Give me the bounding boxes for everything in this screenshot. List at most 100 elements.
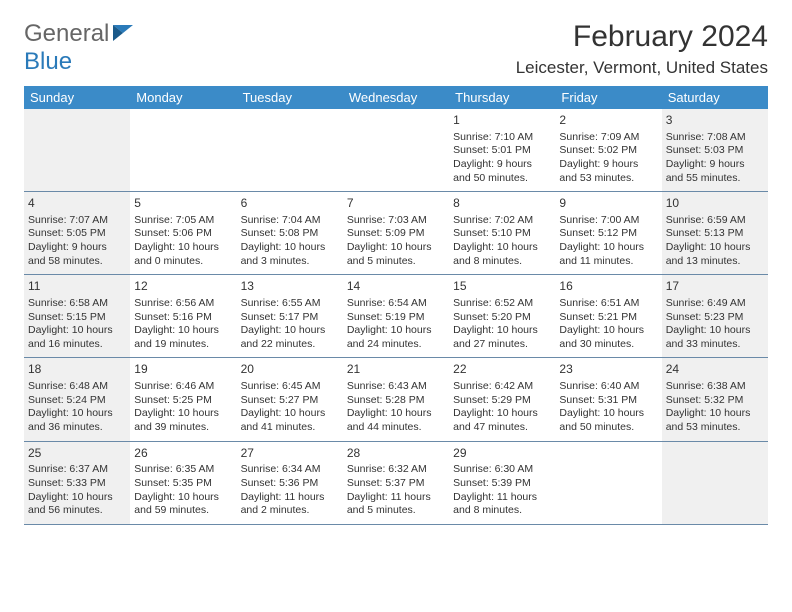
day-number: 28 bbox=[347, 446, 445, 462]
day-info: Sunrise: 6:54 AMSunset: 5:19 PMDaylight:… bbox=[347, 297, 445, 352]
day-number: 21 bbox=[347, 362, 445, 378]
day-info: Sunrise: 7:02 AMSunset: 5:10 PMDaylight:… bbox=[453, 214, 551, 269]
day-number: 18 bbox=[28, 362, 126, 378]
calendar-cell: 4 Sunrise: 7:07 AMSunset: 5:05 PMDaylight… bbox=[24, 192, 130, 275]
calendar-body: 1Sunrise: 7:10 AMSunset: 5:01 PMDaylight… bbox=[24, 109, 768, 525]
day-info: Sunrise: 6:46 AMSunset: 5:25 PMDaylight:… bbox=[134, 380, 232, 435]
day-number: 6 bbox=[241, 196, 339, 212]
calendar-cell: 19 Sunrise: 6:46 AMSunset: 5:25 PMDayligh… bbox=[130, 358, 236, 441]
calendar-cell: 13Sunrise: 6:55 AMSunset: 5:17 PMDayligh… bbox=[237, 275, 343, 358]
day-info: Sunrise: 6:48 AMSunset: 5:24 PMDaylight:… bbox=[28, 380, 126, 435]
day-info: Sunrise: 6:40 AMSunset: 5:31 PMDaylight:… bbox=[559, 380, 657, 435]
calendar-header-row: SundayMondayTuesdayWednesdayThursdayFrid… bbox=[24, 86, 768, 109]
calendar-cell: 12 Sunrise: 6:56 AMSunset: 5:16 PMDayligh… bbox=[130, 275, 236, 358]
day-number: 15 bbox=[453, 279, 551, 295]
calendar-cell: 24 Sunrise: 6:38 AMSunset: 5:32 PMDayligh… bbox=[662, 358, 768, 441]
day-info: Sunrise: 6:59 AMSunset: 5:13 PMDaylight:… bbox=[666, 214, 764, 269]
calendar-cell: 16 Sunrise: 6:51 AMSunset: 5:21 PMDayligh… bbox=[555, 275, 661, 358]
day-number: 14 bbox=[347, 279, 445, 295]
day-info: Sunrise: 7:05 AMSunset: 5:06 PMDaylight:… bbox=[134, 214, 232, 269]
calendar-cell-empty bbox=[662, 442, 768, 525]
location-text: Leicester, Vermont, United States bbox=[516, 58, 768, 78]
calendar-cell: 17 Sunrise: 6:49 AMSunset: 5:23 PMDayligh… bbox=[662, 275, 768, 358]
calendar-cell: 3Sunrise: 7:08 AMSunset: 5:03 PMDaylight… bbox=[662, 109, 768, 192]
day-info: Sunrise: 6:42 AMSunset: 5:29 PMDaylight:… bbox=[453, 380, 551, 435]
day-info: Sunrise: 6:56 AMSunset: 5:16 PMDaylight:… bbox=[134, 297, 232, 352]
calendar-cell: 11 Sunrise: 6:58 AMSunset: 5:15 PMDayligh… bbox=[24, 275, 130, 358]
day-number: 17 bbox=[666, 279, 764, 295]
title-block: February 2024 Leicester, Vermont, United… bbox=[516, 20, 768, 78]
calendar-cell-empty bbox=[237, 109, 343, 192]
day-info: Sunrise: 7:03 AMSunset: 5:09 PMDaylight:… bbox=[347, 214, 445, 269]
day-info: Sunrise: 7:09 AMSunset: 5:02 PMDaylight:… bbox=[559, 131, 657, 186]
calendar-cell: 2 Sunrise: 7:09 AMSunset: 5:02 PMDaylight… bbox=[555, 109, 661, 192]
calendar-cell: 25Sunrise: 6:37 AMSunset: 5:33 PMDayligh… bbox=[24, 442, 130, 525]
day-info: Sunrise: 7:04 AMSunset: 5:08 PMDaylight:… bbox=[241, 214, 339, 269]
day-info: Sunrise: 6:52 AMSunset: 5:20 PMDaylight:… bbox=[453, 297, 551, 352]
day-number: 19 bbox=[134, 362, 232, 378]
calendar-cell: 23 Sunrise: 6:40 AMSunset: 5:31 PMDayligh… bbox=[555, 358, 661, 441]
day-number: 16 bbox=[559, 279, 657, 295]
calendar-cell: 28Sunrise: 6:32 AMSunset: 5:37 PMDayligh… bbox=[343, 442, 449, 525]
calendar-cell: 7 Sunrise: 7:03 AMSunset: 5:09 PMDaylight… bbox=[343, 192, 449, 275]
day-number: 5 bbox=[134, 196, 232, 212]
weekday-header: Tuesday bbox=[237, 86, 343, 109]
month-title: February 2024 bbox=[516, 20, 768, 54]
day-number: 11 bbox=[28, 279, 126, 295]
day-info: Sunrise: 7:07 AMSunset: 5:05 PMDaylight:… bbox=[28, 214, 126, 269]
day-number: 24 bbox=[666, 362, 764, 378]
calendar-cell: 26Sunrise: 6:35 AMSunset: 5:35 PMDayligh… bbox=[130, 442, 236, 525]
day-info: Sunrise: 6:58 AMSunset: 5:15 PMDaylight:… bbox=[28, 297, 126, 352]
day-info: Sunrise: 7:00 AMSunset: 5:12 PMDaylight:… bbox=[559, 214, 657, 269]
day-info: Sunrise: 6:35 AMSunset: 5:35 PMDaylight:… bbox=[134, 463, 232, 518]
day-number: 7 bbox=[347, 196, 445, 212]
day-number: 3 bbox=[666, 113, 764, 129]
day-number: 12 bbox=[134, 279, 232, 295]
calendar-cell: 22 Sunrise: 6:42 AMSunset: 5:29 PMDayligh… bbox=[449, 358, 555, 441]
page: General February 2024 Leicester, Vermont… bbox=[0, 0, 792, 545]
day-info: Sunrise: 6:37 AMSunset: 5:33 PMDaylight:… bbox=[28, 463, 126, 518]
day-number: 1 bbox=[453, 113, 551, 129]
logo-flag-icon bbox=[113, 20, 135, 48]
calendar-cell-empty bbox=[343, 109, 449, 192]
weekday-header: Sunday bbox=[24, 86, 130, 109]
logo-text-general: General bbox=[24, 20, 109, 48]
calendar-cell: 8 Sunrise: 7:02 AMSunset: 5:10 PMDaylight… bbox=[449, 192, 555, 275]
day-number: 26 bbox=[134, 446, 232, 462]
calendar-cell: 21Sunrise: 6:43 AMSunset: 5:28 PMDayligh… bbox=[343, 358, 449, 441]
calendar-cell: 10Sunrise: 6:59 AMSunset: 5:13 PMDayligh… bbox=[662, 192, 768, 275]
calendar-cell-empty bbox=[24, 109, 130, 192]
calendar-cell: 29Sunrise: 6:30 AMSunset: 5:39 PMDayligh… bbox=[449, 442, 555, 525]
day-info: Sunrise: 6:38 AMSunset: 5:32 PMDaylight:… bbox=[666, 380, 764, 435]
day-number: 29 bbox=[453, 446, 551, 462]
day-number: 25 bbox=[28, 446, 126, 462]
logo-blue-wrap: Blue bbox=[24, 48, 72, 76]
weekday-header: Wednesday bbox=[343, 86, 449, 109]
weekday-header: Friday bbox=[555, 86, 661, 109]
calendar-cell: 15 Sunrise: 6:52 AMSunset: 5:20 PMDayligh… bbox=[449, 275, 555, 358]
calendar-cell: 14 Sunrise: 6:54 AMSunset: 5:19 PMDayligh… bbox=[343, 275, 449, 358]
day-number: 8 bbox=[453, 196, 551, 212]
calendar-cell: 9 Sunrise: 7:00 AMSunset: 5:12 PMDaylight… bbox=[555, 192, 661, 275]
logo-text-blue: Blue bbox=[24, 48, 72, 75]
header: General February 2024 Leicester, Vermont… bbox=[24, 20, 768, 78]
day-info: Sunrise: 6:55 AMSunset: 5:17 PMDaylight:… bbox=[241, 297, 339, 352]
calendar-cell: 6 Sunrise: 7:04 AMSunset: 5:08 PMDaylight… bbox=[237, 192, 343, 275]
day-info: Sunrise: 6:49 AMSunset: 5:23 PMDaylight:… bbox=[666, 297, 764, 352]
day-number: 22 bbox=[453, 362, 551, 378]
day-info: Sunrise: 6:34 AMSunset: 5:36 PMDaylight:… bbox=[241, 463, 339, 518]
calendar-cell-empty bbox=[555, 442, 661, 525]
day-info: Sunrise: 6:45 AMSunset: 5:27 PMDaylight:… bbox=[241, 380, 339, 435]
calendar-cell: 20 Sunrise: 6:45 AMSunset: 5:27 PMDayligh… bbox=[237, 358, 343, 441]
calendar-cell-empty bbox=[130, 109, 236, 192]
calendar-cell: 1Sunrise: 7:10 AMSunset: 5:01 PMDaylight… bbox=[449, 109, 555, 192]
day-number: 4 bbox=[28, 196, 126, 212]
day-number: 9 bbox=[559, 196, 657, 212]
day-number: 2 bbox=[559, 113, 657, 129]
weekday-header: Thursday bbox=[449, 86, 555, 109]
day-number: 27 bbox=[241, 446, 339, 462]
day-number: 20 bbox=[241, 362, 339, 378]
calendar-cell: 5 Sunrise: 7:05 AMSunset: 5:06 PMDaylight… bbox=[130, 192, 236, 275]
day-number: 23 bbox=[559, 362, 657, 378]
day-info: Sunrise: 6:51 AMSunset: 5:21 PMDaylight:… bbox=[559, 297, 657, 352]
